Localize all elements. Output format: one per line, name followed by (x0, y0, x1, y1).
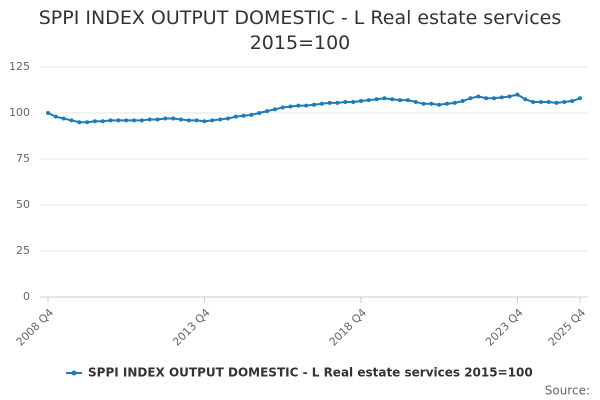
data-point (147, 117, 152, 122)
data-point (351, 99, 356, 104)
data-point (538, 99, 543, 104)
data-point (265, 109, 270, 114)
data-point (460, 99, 465, 104)
data-point (570, 99, 575, 104)
data-point (272, 107, 277, 112)
data-point (445, 101, 449, 106)
data-point (413, 99, 418, 104)
data-point (319, 101, 324, 106)
x-tick-label: 2008 Q4 (14, 306, 57, 349)
data-point (296, 103, 301, 108)
data-point (546, 99, 551, 104)
data-point (171, 116, 176, 121)
data-point (382, 96, 387, 101)
data-point (186, 118, 191, 123)
data-point (405, 98, 410, 103)
x-tick-label: 2018 Q4 (327, 306, 370, 349)
data-point (53, 114, 58, 119)
data-point (484, 96, 489, 101)
y-tick-label: 25 (16, 244, 30, 257)
y-tick-label: 0 (23, 290, 30, 303)
data-point (132, 118, 137, 123)
data-point (249, 112, 254, 117)
data-point (327, 100, 332, 105)
data-point (366, 98, 371, 103)
data-point (374, 97, 379, 102)
data-point (398, 98, 403, 103)
data-point (202, 119, 207, 124)
y-tick-label: 50 (16, 198, 30, 211)
data-point (499, 95, 504, 100)
data-point (257, 111, 262, 115)
data-point (390, 97, 395, 102)
data-point (429, 101, 434, 106)
data-point (280, 105, 285, 110)
data-point (241, 113, 246, 118)
data-point (421, 101, 426, 106)
data-point (225, 116, 230, 121)
x-tick-label: 2013 Q4 (170, 306, 213, 349)
x-tick-label: 2025 Q4 (546, 306, 589, 349)
data-point (116, 118, 121, 123)
legend-marker (71, 370, 77, 376)
data-point (233, 114, 238, 119)
y-tick-label: 125 (9, 60, 30, 73)
data-point (554, 100, 559, 105)
data-point (46, 111, 50, 115)
data-point (335, 100, 340, 105)
y-tick-label: 75 (16, 152, 30, 165)
data-point (312, 102, 316, 107)
data-point (476, 94, 481, 99)
data-point (515, 92, 520, 97)
data-point (179, 117, 183, 122)
source: Source: (545, 384, 590, 398)
data-point (562, 99, 567, 104)
data-point (85, 120, 90, 125)
data-point (155, 117, 160, 122)
x-tick-label: 2023 Q4 (483, 306, 526, 349)
data-point (92, 119, 97, 124)
data-point (523, 97, 528, 102)
data-point (210, 118, 215, 123)
data-point (507, 94, 512, 99)
data-point (100, 119, 105, 124)
chart-title: SPPI INDEX OUTPUT DOMESTIC - L Real esta… (38, 7, 562, 54)
data-point (163, 116, 168, 121)
data-point (61, 116, 66, 121)
legend-label: SPPI INDEX OUTPUT DOMESTIC - L Real esta… (88, 366, 533, 380)
data-point (77, 120, 82, 125)
data-point (578, 96, 582, 101)
data-point (108, 118, 113, 123)
data-point (531, 99, 536, 104)
series-line (47, 93, 581, 124)
y-tick-label: 100 (9, 106, 30, 119)
data-point (304, 103, 309, 108)
data-point (218, 117, 223, 122)
data-point (343, 99, 348, 104)
data-point (491, 96, 496, 101)
data-point (194, 118, 199, 123)
data-point (358, 99, 363, 104)
data-point (124, 118, 129, 123)
data-point (437, 102, 442, 107)
data-point (139, 118, 144, 123)
data-point (69, 118, 74, 123)
data-point (468, 96, 473, 101)
data-point (452, 100, 457, 105)
data-point (288, 104, 293, 109)
